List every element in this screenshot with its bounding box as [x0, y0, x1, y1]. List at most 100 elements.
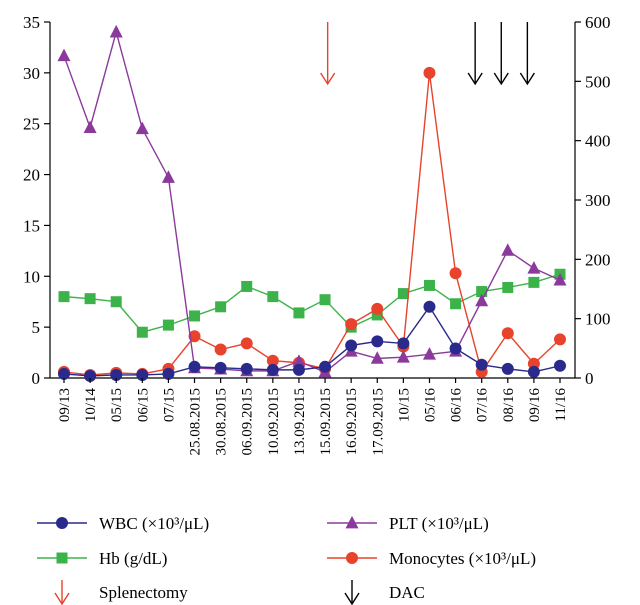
data-point — [214, 343, 227, 356]
data-point — [83, 120, 97, 133]
data-point — [371, 302, 384, 315]
data-point — [58, 367, 70, 380]
series-3 — [58, 66, 566, 381]
x-tick-label: 06/15 — [135, 388, 151, 422]
data-point — [345, 339, 358, 352]
legend-label: Splenectomy — [99, 583, 188, 602]
data-point — [189, 310, 201, 322]
data-point — [476, 286, 488, 298]
data-point — [554, 333, 566, 346]
x-tick-label: 07/15 — [161, 388, 177, 422]
data-point — [501, 327, 514, 340]
data-point — [423, 279, 435, 291]
data-point — [553, 272, 567, 286]
x-tick-label: 06.09.2015 — [240, 388, 256, 456]
data-point — [215, 301, 227, 313]
left-tick-label: 0 — [32, 369, 41, 388]
data-point — [450, 298, 462, 310]
right-tick-label: 500 — [585, 72, 611, 91]
x-tick-label: 10.09.2015 — [266, 388, 282, 456]
dac-arrow — [493, 22, 509, 86]
data-point — [528, 276, 540, 288]
data-point — [502, 281, 514, 293]
left-tick-label: 15 — [23, 216, 40, 235]
data-point — [293, 307, 305, 319]
right-tick-label: 100 — [585, 310, 611, 329]
series-0 — [58, 300, 566, 382]
legend-item: Monocytes (×10³/μL) — [327, 549, 536, 568]
splenectomy-arrow — [320, 22, 336, 86]
right-tick-label: 300 — [585, 191, 611, 210]
x-tick-label: 25.08.2015 — [188, 388, 204, 456]
data-point — [370, 351, 384, 364]
data-point — [240, 362, 253, 375]
x-tick-label: 07/16 — [475, 388, 491, 423]
data-point — [240, 337, 253, 350]
x-tick-label: 30.08.2015 — [214, 388, 230, 456]
x-tick-label: 17.09.2015 — [370, 388, 386, 456]
right-tick-label: 400 — [585, 132, 611, 151]
x-tick-label: 10/15 — [396, 388, 412, 422]
data-point — [449, 267, 462, 280]
right-tick-label: 600 — [585, 13, 611, 32]
left-tick-label: 10 — [23, 267, 40, 286]
left-tick-label: 20 — [23, 166, 40, 185]
data-point — [56, 517, 68, 529]
data-point — [241, 280, 253, 292]
right-tick-label: 0 — [585, 369, 594, 388]
annotations — [320, 22, 535, 86]
data-point — [345, 318, 358, 331]
left-tick-label: 5 — [32, 318, 41, 337]
category-labels: 09/13 10/14 05/15 06/15 07/15 25.08.2015 30.08… — [57, 378, 569, 456]
data-point — [527, 261, 541, 274]
data-point — [501, 243, 515, 256]
x-tick-label: 16.09.2015 — [344, 388, 360, 456]
data-point — [423, 66, 436, 79]
axes: 0 5 10 15 20 25 30 35 0 100 200 300 400 500 600 — [23, 13, 611, 388]
legend-label: PLT (×10³/μL) — [389, 514, 489, 533]
data-point — [84, 293, 96, 305]
x-tick-label: 10/14 — [83, 388, 99, 423]
x-tick-label: 05/16 — [422, 388, 438, 423]
data-point — [371, 335, 384, 348]
data-point — [422, 347, 436, 360]
x-tick-label: 06/16 — [449, 388, 465, 423]
legend-item: DAC — [344, 580, 425, 605]
data-point — [396, 350, 410, 363]
data-point — [397, 337, 410, 350]
legend-arrow-icon — [344, 580, 360, 605]
series-line — [63, 29, 561, 373]
data-point — [267, 291, 279, 303]
left-tick-label: 35 — [23, 13, 40, 32]
data-point — [527, 365, 540, 378]
left-tick-label: 25 — [23, 115, 40, 134]
data-point — [58, 291, 70, 303]
data-point — [292, 363, 305, 376]
data-point — [188, 360, 201, 373]
series-2 — [58, 268, 566, 338]
data-point — [135, 121, 149, 135]
data-point — [109, 24, 123, 38]
legend-label: DAC — [389, 583, 425, 602]
data-point — [214, 361, 227, 374]
dac-arrow — [519, 22, 535, 86]
legend-item: WBC (×10³/μL) — [37, 514, 209, 533]
dac-arrow — [467, 22, 483, 86]
data-point — [397, 288, 409, 300]
x-tick-label: 09/13 — [57, 388, 73, 422]
data-point — [56, 552, 68, 564]
x-tick-label: 09/16 — [527, 388, 543, 423]
data-point — [188, 330, 201, 343]
data-point — [136, 326, 148, 338]
data-point — [449, 342, 462, 355]
legend-label: Monocytes (×10³/μL) — [389, 549, 536, 568]
data-point — [371, 309, 383, 321]
legend-item: Hb (g/dL) — [37, 549, 167, 568]
legend-arrow-icon — [54, 580, 70, 605]
left-tick-label: 30 — [23, 64, 40, 83]
x-tick-label: 05/15 — [109, 388, 125, 422]
data-point — [292, 354, 306, 367]
data-point — [554, 359, 566, 372]
series-1 — [57, 24, 567, 378]
